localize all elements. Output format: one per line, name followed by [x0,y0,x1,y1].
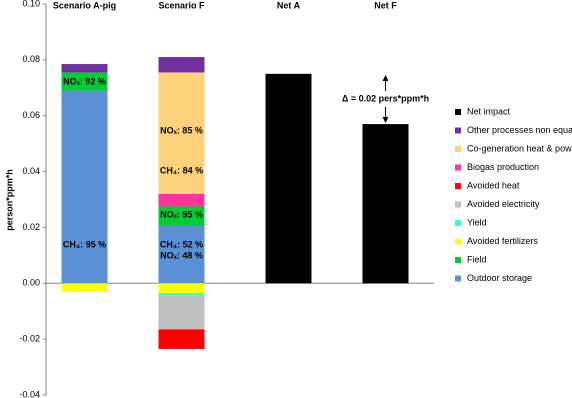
annotation: CH₄: 52 % [160,239,203,249]
bar-segment [158,226,205,284]
legend-swatch [455,220,461,226]
bar-segment [158,293,205,296]
annotation: CH₄: 84 % [160,165,203,175]
annotation: NOₓ: 92 % [63,76,106,86]
bar-segment [265,73,312,284]
annotation: NOₓ: 48 % [160,250,203,260]
y-tick-label: -0.04 [19,389,40,398]
bar-segment [158,193,205,207]
y-tick-label: 0.10 [22,0,40,8]
legend-label: Yield [467,217,487,227]
legend-swatch [455,257,461,263]
bar-segment [158,57,205,73]
annotation: NOₓ: 85 % [160,125,203,135]
legend-swatch [455,183,461,189]
y-tick-label: -0.02 [19,334,40,344]
bar-segment [158,329,205,349]
legend-label: Net impact [467,106,511,116]
legend-swatch [455,109,461,115]
bar-segment [61,90,108,284]
bar-segment [61,72,108,91]
y-tick-label: 0.06 [22,110,40,120]
legend-swatch [455,238,461,245]
x-category-label: Net F [374,0,397,10]
legend-label: Other processes non equal [467,125,572,135]
bar-segment [362,124,409,284]
legend-label: Outdoor storage [467,273,532,283]
bar-segment [61,283,108,292]
legend-swatch [455,164,461,171]
bar-segment [158,72,205,194]
y-tick-label: 0.02 [22,222,40,232]
y-tick-label: 0.00 [22,278,40,288]
x-category-label: Scenario A-pig [53,0,116,10]
bar-segment [158,283,205,294]
legend-label: Avoided electricity [467,199,540,209]
legend-swatch [455,127,461,134]
bar-segment [158,295,205,330]
annotation: CH₄: 95 % [63,239,106,249]
arrow-head [382,75,389,81]
legend-swatch [455,201,461,208]
legend-label: Co-generation heat & power [467,143,572,153]
bar-segment [61,64,108,73]
legend-swatch [455,275,461,282]
bar-segment [158,206,205,227]
y-axis-label: person*ppm*h [4,169,14,231]
x-category-label: Net A [277,0,301,10]
y-tick-label: 0.08 [22,54,40,64]
y-tick-label: 0.04 [22,166,40,176]
legend-label: Biogas production [467,162,539,172]
legend-label: Avoided heat [467,180,520,190]
legend-label: Avoided fertilizers [467,236,538,246]
annotation: NOₓ: 95 % [160,209,203,219]
annotation: Δ = 0.02 pers*ppm*h [342,93,429,103]
arrow-head [382,117,389,123]
legend-swatch [455,146,461,152]
x-category-label: Scenario F [158,0,205,10]
legend-label: Field [467,254,487,264]
